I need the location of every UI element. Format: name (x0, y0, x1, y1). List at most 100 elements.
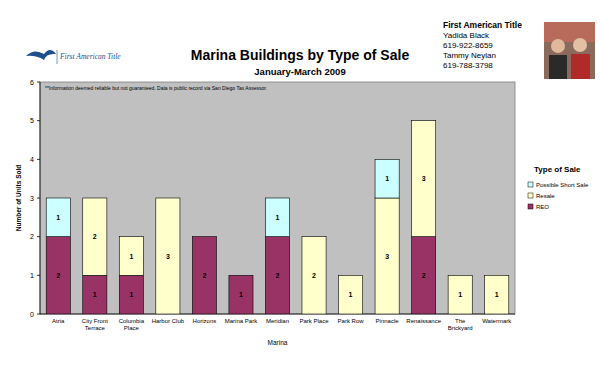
data-label: 2 (422, 272, 426, 279)
bar-segment (119, 237, 143, 276)
x-axis-title: Marina (268, 339, 288, 346)
data-labels: 2112113212121312311 (56, 175, 498, 298)
data-label: 1 (349, 291, 353, 298)
y-tick (37, 82, 40, 83)
x-tick-label-line: Harbor Club (152, 318, 185, 324)
x-tick-label-line: Park Row (338, 318, 365, 324)
x-tick-label-line: Renaissance (406, 318, 441, 324)
chart: First American Title Marina Buildings by … (0, 0, 600, 388)
bar-segment (46, 237, 70, 314)
y-tick-label: 2 (30, 233, 34, 240)
legend-swatch (528, 193, 533, 198)
bar-segment (375, 159, 399, 198)
logo: First American Title (26, 50, 121, 64)
title: Marina Buildings by Type of Sale (191, 47, 410, 63)
bar-segment (339, 275, 363, 314)
data-label: 2 (93, 233, 97, 240)
x-tick-label: Horizons (193, 318, 217, 324)
x-tick-label-line: Horizons (193, 318, 217, 324)
x-tick-label-line: City Front (82, 318, 108, 324)
bar-segment (265, 198, 289, 237)
y-tick (37, 198, 40, 199)
x-tick-label-line: Marina Park (225, 318, 258, 324)
y-tick (37, 314, 40, 315)
photo (544, 22, 595, 79)
x-tick-label-line: Place (124, 325, 140, 331)
x-tick-label: TheBrickyard (448, 318, 473, 331)
y-tick (37, 159, 40, 160)
data-label: 3 (166, 253, 170, 260)
y-tick-label: 4 (30, 156, 34, 163)
logo-text: First American Title (59, 52, 121, 61)
x-tick-label: Pinnacle (376, 318, 400, 324)
y-tick-label: 1 (30, 272, 34, 279)
bar-segment (265, 237, 289, 314)
legend-label: Possible Short Sale (536, 182, 589, 188)
y-tick-label: 6 (30, 79, 34, 86)
bar-segment (83, 198, 107, 275)
x-tick-label: Atria (52, 318, 65, 324)
contact-line: 619-788-3798 (443, 61, 493, 70)
bar-segment (302, 237, 326, 314)
data-label: 2 (56, 272, 60, 279)
data-label: 1 (276, 214, 280, 221)
bar-segment (412, 237, 436, 314)
data-label: 1 (129, 253, 133, 260)
y-tick-label: 5 (30, 117, 34, 124)
x-tick-label: Harbor Club (152, 318, 185, 324)
plot-area (40, 82, 515, 314)
y-tick-label: 3 (30, 195, 34, 202)
x-tick-label-line: Pinnacle (376, 318, 400, 324)
bar-segment (412, 121, 436, 237)
data-label: 1 (93, 291, 97, 298)
legend-label: REO (536, 204, 549, 210)
contact-line: 619-922-8659 (443, 41, 493, 50)
bar-segment (156, 198, 180, 314)
data-label: 3 (385, 253, 389, 260)
photo-body (571, 54, 590, 79)
contact-line: Tammy Neylan (443, 51, 496, 60)
contact-line: Yadida Black (443, 31, 490, 40)
bar-segment (485, 275, 509, 314)
data-label: 1 (495, 291, 499, 298)
y-axis-title: Number of Units Sold (15, 165, 22, 231)
legend-swatch (528, 204, 533, 209)
bar-segment (229, 275, 253, 314)
y-tick (37, 236, 40, 237)
y-tick-label: 0 (30, 311, 34, 318)
legend-swatch (528, 182, 533, 187)
legend-label: Resale (536, 193, 555, 199)
x-tick-label: Marina Park (225, 318, 258, 324)
photo-sky (544, 22, 595, 42)
x-tick-label-line: Meridian (266, 318, 289, 324)
contact-line: First American Title (443, 20, 522, 30)
subtitle: January-March 2009 (254, 66, 345, 77)
x-tick-label-line: Columbia (119, 318, 145, 324)
data-label: 1 (56, 214, 60, 221)
photo-body (549, 55, 567, 79)
photo-face (551, 39, 565, 53)
x-tick-label-line: Terrace (85, 325, 106, 331)
x-tick-label: City FrontTerrace (82, 318, 108, 331)
photo-face (573, 38, 587, 52)
photo-frame (544, 22, 595, 79)
legend: Type of SalePossible Short SaleResaleREO (528, 165, 589, 210)
data-label: 1 (458, 291, 462, 298)
bar-segment (83, 275, 107, 314)
x-tick-label-line: Atria (52, 318, 65, 324)
x-tick-label: Watermark (482, 318, 512, 324)
annotation: **Information deemed reliable but not gu… (45, 85, 267, 91)
bar-segment (448, 275, 472, 314)
bar-segment (192, 237, 216, 314)
x-tick-label: Park Row (338, 318, 365, 324)
data-label: 3 (422, 175, 426, 182)
data-label: 2 (312, 272, 316, 279)
data-label: 2 (202, 272, 206, 279)
y-tick (37, 120, 40, 121)
logo-mark (26, 50, 56, 60)
data-label: 1 (129, 291, 133, 298)
data-label: 2 (276, 272, 280, 279)
x-tick-label-line: The (455, 318, 466, 324)
logo-divider (57, 50, 58, 64)
x-tick-label: Park Place (300, 318, 330, 324)
